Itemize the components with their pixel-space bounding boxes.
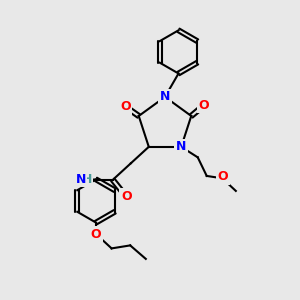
Text: N: N	[160, 90, 170, 104]
Text: H: H	[81, 173, 92, 186]
Text: O: O	[218, 170, 228, 183]
Text: N: N	[76, 173, 86, 186]
Text: N: N	[176, 140, 186, 153]
Text: O: O	[199, 99, 209, 112]
Text: O: O	[121, 190, 132, 203]
Text: O: O	[120, 100, 130, 113]
Text: O: O	[91, 228, 101, 241]
